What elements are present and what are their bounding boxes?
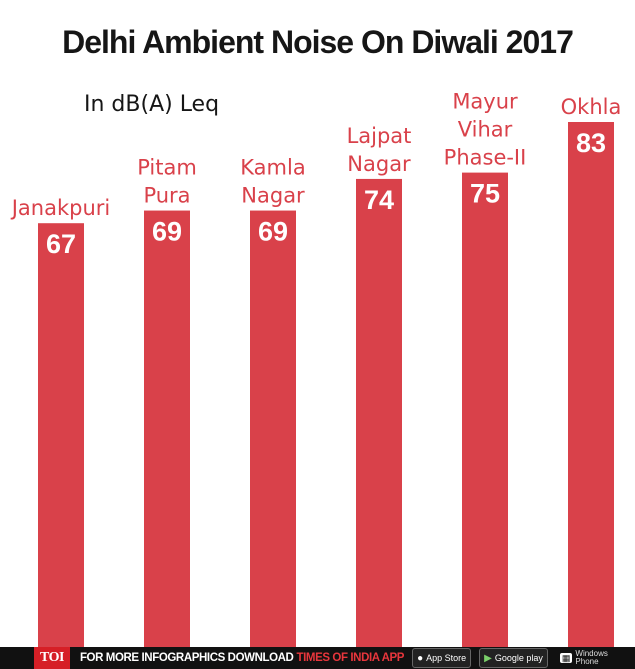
unit-label: In dB(A) Leq <box>84 92 220 117</box>
category-label-1: Pitam Pura <box>137 156 197 208</box>
footer-app-name: TIMES OF INDIA APP <box>296 652 405 664</box>
windows-icon: ▦ <box>559 653 573 663</box>
bar-chart: 67 Janakpuri 69 Pitam Pura 69 Kamla Nagar 74 Lajp… <box>10 90 622 647</box>
chart-title: Delhi Ambient Noise On Diwali 2017 <box>62 24 574 60</box>
apple-icon: ● <box>417 652 424 664</box>
windows-phone-label-2: Phone <box>575 657 599 666</box>
category-label-line: Mayur <box>452 90 518 114</box>
app-store-badge[interactable]: ● App Store <box>412 648 472 668</box>
bar-5 <box>568 122 614 647</box>
google-play-badge[interactable]: ▶ Google play <box>479 648 548 668</box>
app-store-label: App Store <box>426 653 467 663</box>
category-label-line: Okhla <box>561 95 622 119</box>
google-play-label: Google play <box>494 653 543 663</box>
bar-2 <box>250 210 296 647</box>
value-label-5: 83 <box>576 128 606 158</box>
category-label-line: Pitam <box>137 156 197 180</box>
windows-phone-badge[interactable]: ▦ Windows Phone <box>556 649 612 667</box>
value-label-3: 74 <box>364 185 394 215</box>
category-label-0: Janakpuri <box>10 196 111 220</box>
value-label-1: 69 <box>152 217 182 247</box>
bar-1 <box>144 210 190 647</box>
category-label-line: Vihar <box>458 118 513 142</box>
value-label-2: 69 <box>258 217 288 247</box>
category-label-line: Nagar <box>347 152 411 176</box>
bar-0 <box>38 223 84 647</box>
category-label-5: Okhla <box>561 95 622 119</box>
footer-promo-text: FOR MORE INFOGRAPHICS DOWNLOAD <box>79 652 294 664</box>
category-label-line: Janakpuri <box>10 196 111 220</box>
category-label-2: Kamla Nagar <box>240 156 305 208</box>
category-label-3: Lajpat Nagar <box>347 124 412 176</box>
windows-phone-label-1: Windows <box>575 649 608 658</box>
category-label-4: Mayur Vihar Phase-II <box>444 90 527 170</box>
category-label-line: Pura <box>143 184 190 208</box>
value-label-0: 67 <box>46 229 76 259</box>
play-icon: ▶ <box>484 652 492 664</box>
bar-4 <box>462 172 508 647</box>
category-label-line: Nagar <box>241 184 305 208</box>
category-label-line: Kamla <box>240 156 305 180</box>
bar-3 <box>356 178 402 647</box>
footer-banner[interactable]: TOI FOR MORE INFOGRAPHICS DOWNLOAD TIMES… <box>0 647 635 669</box>
category-label-line: Phase-II <box>444 146 527 170</box>
toi-logo: TOI <box>34 647 70 669</box>
value-label-4: 75 <box>470 179 500 209</box>
category-label-line: Lajpat <box>347 124 412 148</box>
